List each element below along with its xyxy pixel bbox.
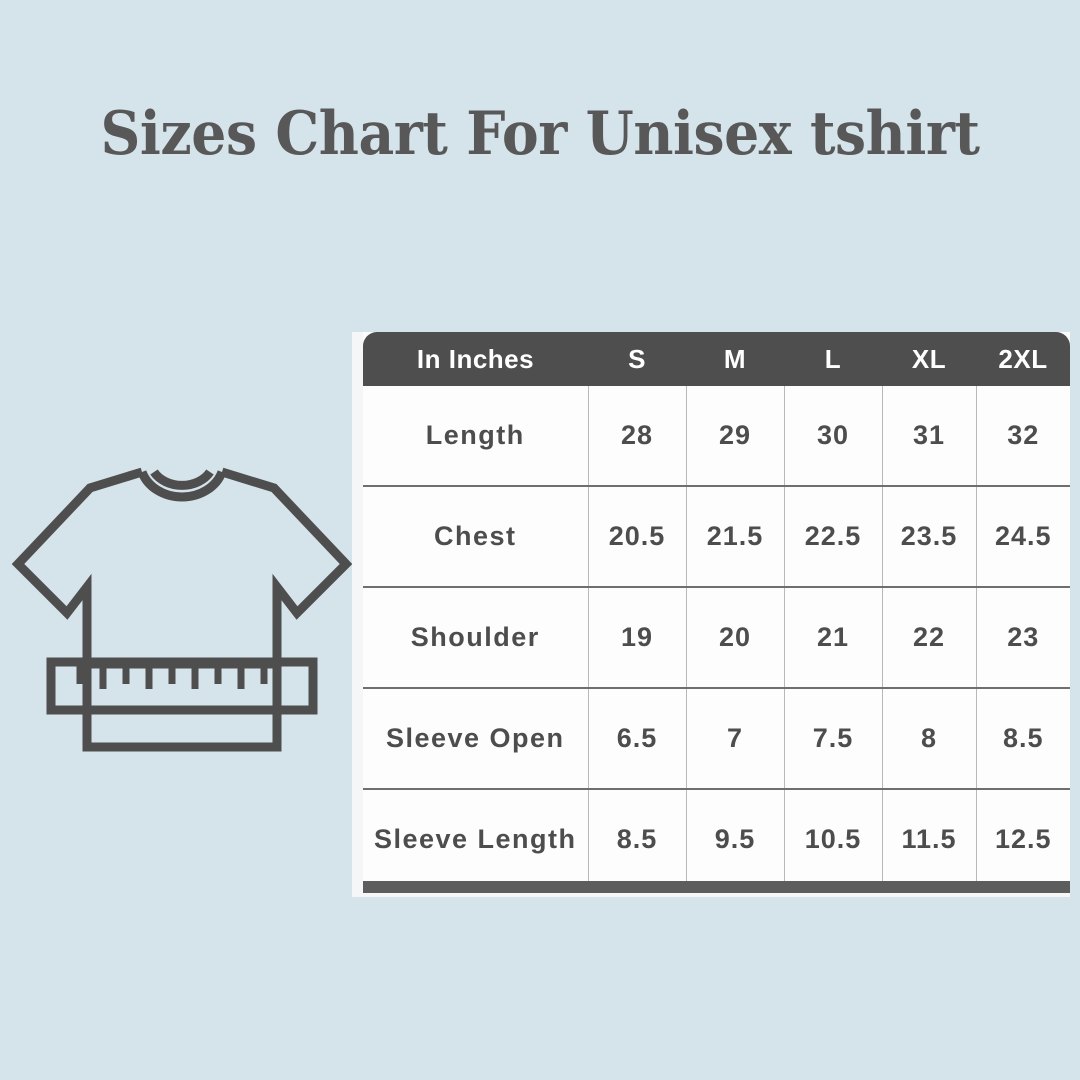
cell-length-m: 29 — [686, 386, 785, 487]
cell-shoulder-2xl: 23 — [976, 587, 1070, 689]
cell-length-l: 30 — [784, 386, 883, 487]
column-header-s: S — [588, 332, 686, 386]
cell-sleeve-open-m: 7 — [686, 688, 785, 790]
table-row: Sleeve Open 6.5 7 7.5 8 8.5 — [363, 688, 1070, 790]
size-chart-table: In Inches S M L XL 2XL Length 28 29 30 3… — [363, 332, 1070, 889]
cell-chest-s: 20.5 — [588, 486, 687, 588]
column-header-2xl: 2XL — [976, 332, 1070, 386]
cell-shoulder-m: 20 — [686, 587, 785, 689]
cell-sleeve-open-xl: 8 — [882, 688, 977, 790]
cell-sleeve-length-m: 9.5 — [686, 789, 785, 889]
row-label-sleeve-length: Sleeve Length — [363, 789, 589, 889]
cell-chest-m: 21.5 — [686, 486, 785, 588]
measuring-tape — [46, 657, 318, 715]
size-chart-table-wrap: In Inches S M L XL 2XL Length 28 29 30 3… — [363, 332, 1070, 889]
row-label-chest: Chest — [363, 486, 589, 588]
cell-length-xl: 31 — [882, 386, 977, 487]
cell-sleeve-length-xl: 11.5 — [882, 789, 977, 889]
tshirt-collar-outer — [137, 470, 227, 502]
cell-sleeve-length-s: 8.5 — [588, 789, 687, 889]
table-row: Shoulder 19 20 21 22 23 — [363, 587, 1070, 689]
table-row: Chest 20.5 21.5 22.5 23.5 24.5 — [363, 486, 1070, 588]
table-row: Length 28 29 30 31 32 — [363, 386, 1070, 487]
table-bottom-bar — [363, 881, 1070, 893]
cell-chest-2xl: 24.5 — [976, 486, 1070, 588]
cell-length-2xl: 32 — [976, 386, 1070, 487]
row-label-length: Length — [363, 386, 589, 487]
cell-shoulder-l: 21 — [784, 587, 883, 689]
column-header-unit: In Inches — [363, 332, 588, 386]
measuring-tape-ticks — [76, 664, 268, 689]
table-header-row: In Inches S M L XL 2XL — [363, 332, 1070, 386]
cell-chest-l: 22.5 — [784, 486, 883, 588]
row-label-sleeve-open: Sleeve Open — [363, 688, 589, 790]
cell-chest-xl: 23.5 — [882, 486, 977, 588]
cell-sleeve-open-s: 6.5 — [588, 688, 687, 790]
cell-sleeve-open-l: 7.5 — [784, 688, 883, 790]
page-title: Sizes Chart For Unisex tshirt — [100, 99, 980, 169]
cell-sleeve-length-l: 10.5 — [784, 789, 883, 889]
cell-shoulder-s: 19 — [588, 587, 687, 689]
cell-sleeve-open-2xl: 8.5 — [976, 688, 1070, 790]
cell-sleeve-length-2xl: 12.5 — [976, 789, 1070, 889]
column-header-l: L — [784, 332, 882, 386]
cell-shoulder-xl: 22 — [882, 587, 977, 689]
column-header-xl: XL — [882, 332, 976, 386]
tshirt-illustration — [12, 442, 352, 782]
size-chart-panel: In Inches S M L XL 2XL Length 28 29 30 3… — [352, 332, 1070, 897]
table-row: Sleeve Length 8.5 9.5 10.5 11.5 12.5 — [363, 789, 1070, 889]
row-label-shoulder: Shoulder — [363, 587, 589, 689]
cell-length-s: 28 — [588, 386, 687, 487]
column-header-m: M — [686, 332, 784, 386]
tshirt-collar-inner — [150, 469, 214, 490]
